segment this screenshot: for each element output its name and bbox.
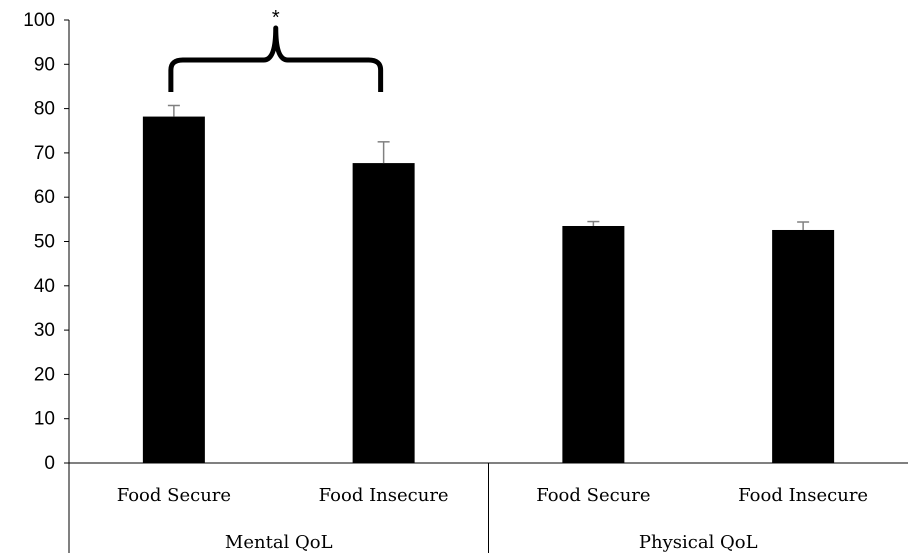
bar [352,163,415,464]
y-tick-label: 20 [34,364,55,385]
y-tick-label: 80 [34,99,55,120]
significance-asterisk: * [272,7,280,29]
y-tick-label: 40 [34,276,55,297]
y-tick-label: 70 [34,143,55,164]
bar [772,229,835,463]
bars [142,116,835,464]
y-tick-label: 90 [34,54,55,75]
x-category-label: Food Insecure [319,485,449,506]
x-category-label: Food Secure [117,485,231,506]
y-tick-label: 50 [34,232,55,253]
x-category-label: Food Insecure [738,485,868,506]
y-tick-label: 30 [34,320,55,341]
x-axis-labels: Food Secure Food Insecure Food Secure Food … [117,485,868,553]
y-tick-label: 0 [44,453,55,474]
y-tick-label: 60 [34,187,55,208]
annotations: * [168,7,384,92]
x-category-label: Food Secure [536,485,650,506]
y-tick-label: 10 [34,409,55,430]
bar [142,116,205,463]
significance-bracket [168,25,384,92]
x-group-label: Physical QoL [639,532,758,553]
bar [562,225,625,463]
y-tick-label: 100 [23,10,55,31]
y-axis-ticks: 0 10 20 30 40 50 60 70 80 90 100 [23,10,69,474]
x-group-label: Mental QoL [225,532,333,553]
error-bars [167,104,810,230]
